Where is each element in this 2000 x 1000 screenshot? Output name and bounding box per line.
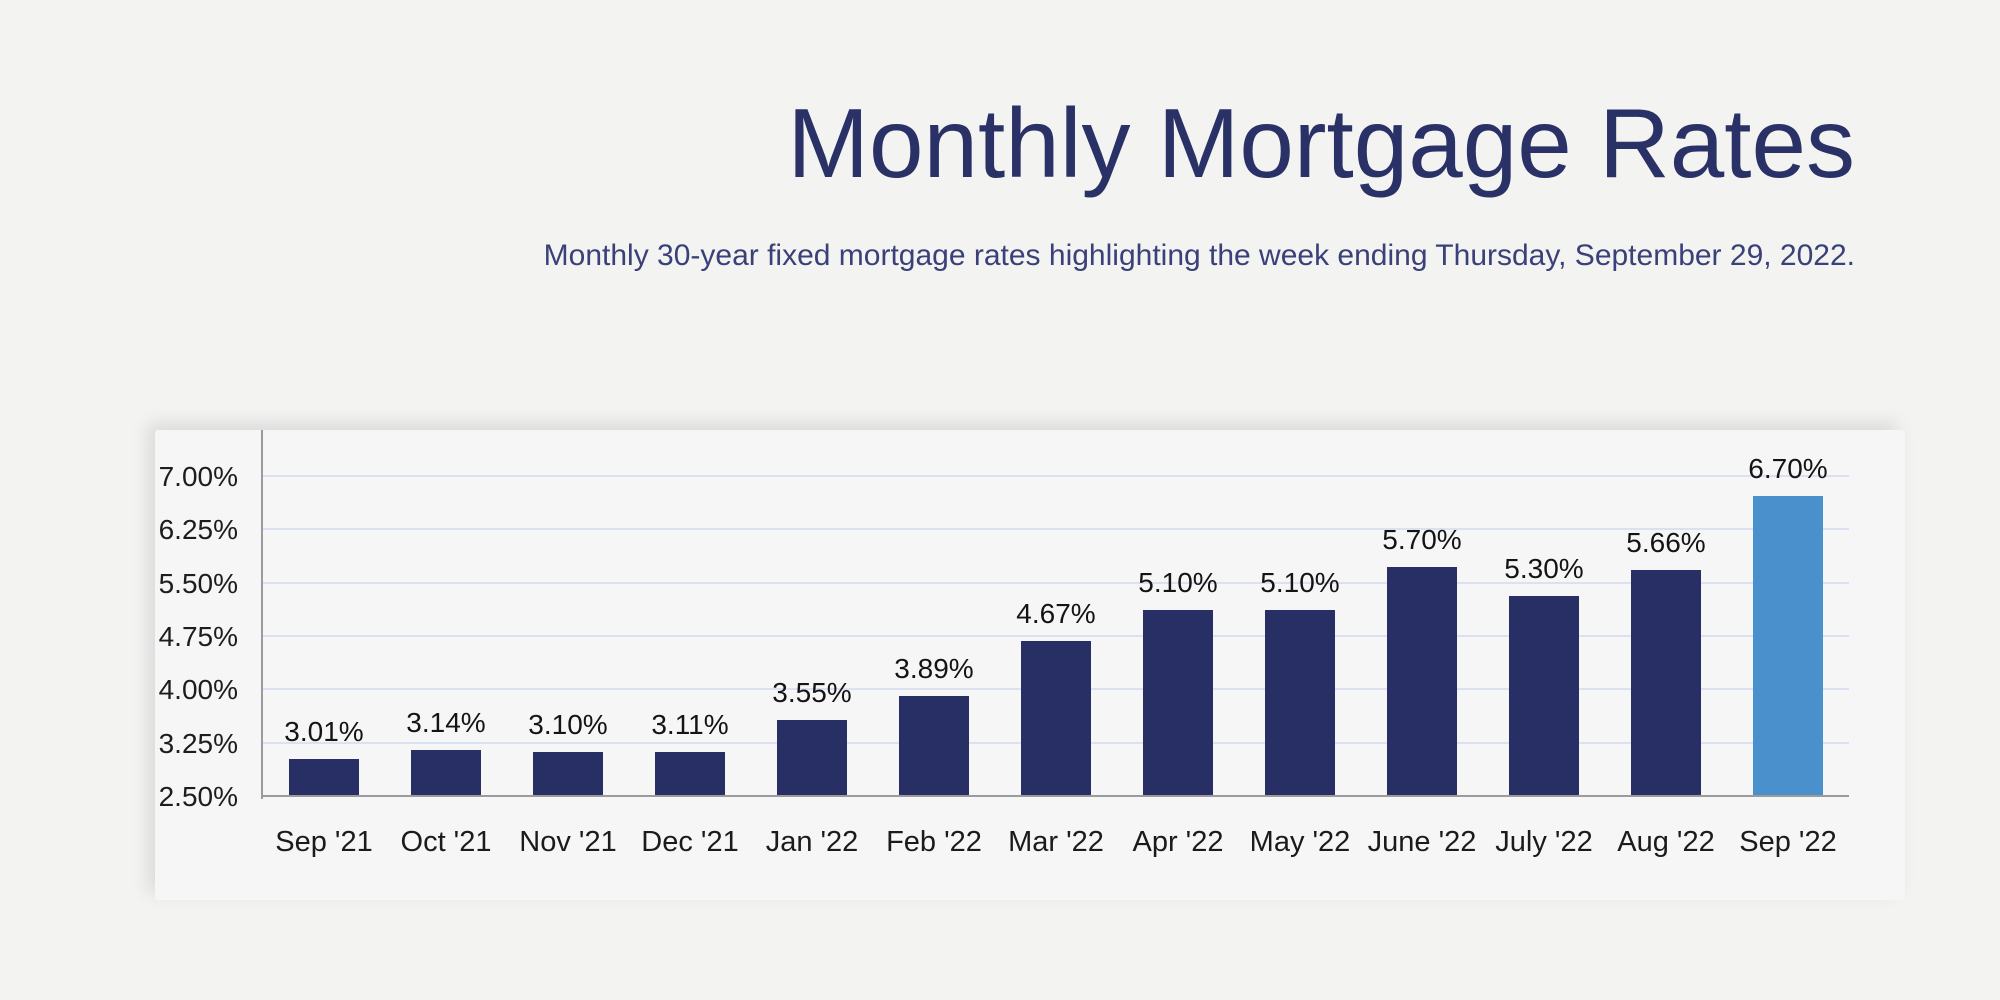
value-label-mar-22: 4.67% [1016, 597, 1096, 629]
y-tick-label-2.5: 2.50% [158, 781, 238, 812]
value-label-oct-21: 3.14% [406, 706, 486, 738]
y-tick-label-4.75: 4.75% [158, 621, 238, 652]
bar-july-22 [1509, 595, 1579, 795]
bar-slot-sep-21: 3.01% [263, 430, 385, 797]
y-tick-label-4: 4.00% [158, 674, 238, 706]
x-axis-label-nov-21: Nov '21 [519, 826, 617, 858]
x-axis-label-oct-21: Oct '21 [400, 826, 492, 858]
bar-dec-21 [655, 751, 725, 795]
value-label-apr-22: 5.10% [1138, 567, 1218, 599]
bar-may-22 [1265, 610, 1335, 795]
bar-nov-21 [533, 752, 603, 795]
bar-chart-plot: 2.50% 3.25% 4.00% 4.75% 5.50% 6.25% 7.00% 3.01… [159, 430, 1849, 858]
x-axis-line [263, 795, 1849, 797]
bar-slot-july-22: 5.30% [1483, 430, 1605, 797]
bar-aug-22 [1631, 570, 1701, 795]
bar-slot-jan-22: 3.55% [751, 430, 873, 797]
value-label-july-22: 5.30% [1504, 552, 1584, 584]
bar-slot-june-22: 5.70% [1361, 430, 1483, 797]
bar-slot-nov-21: 3.10% [507, 430, 629, 797]
y-tick-label-7: 7.00% [158, 461, 238, 492]
value-label-nov-21: 3.10% [528, 709, 608, 741]
y-tick-label-3.25: 3.25% [158, 727, 238, 759]
bar-slot-apr-22: 5.10% [1117, 430, 1239, 797]
bar-oct-21 [411, 749, 481, 795]
bar-slot-oct-21: 3.14% [385, 430, 507, 797]
bar-slot-dec-21: 3.11% [629, 430, 751, 797]
gridline-5.5 [263, 581, 1849, 584]
value-label-jan-22: 3.55% [772, 677, 852, 709]
x-axis-label-apr-22: Apr '22 [1132, 826, 1224, 858]
value-label-sep-21: 3.01% [284, 715, 364, 747]
bar-june-22 [1387, 567, 1457, 795]
x-axis-label-feb-22: Feb '22 [886, 826, 982, 858]
x-axis-label-sep-21: Sep '21 [275, 826, 373, 858]
bar-mar-22 [1021, 640, 1091, 795]
value-label-sep-22: 6.70% [1748, 453, 1828, 485]
x-axis-label-aug-22: Aug '22 [1617, 826, 1715, 858]
bar-slot-feb-22: 3.89% [873, 430, 995, 797]
x-axis-label-mar-22: Mar '22 [1008, 826, 1104, 858]
bar-apr-22 [1143, 610, 1213, 795]
value-label-feb-22: 3.89% [894, 653, 974, 685]
bar-slot-aug-22: 5.66% [1605, 430, 1727, 797]
bar-slot-may-22: 5.10% [1239, 430, 1361, 797]
page-title: Monthly Mortgage Rates [787, 88, 1855, 198]
gridline-6.25 [263, 528, 1849, 531]
gridline-4.75 [263, 635, 1849, 638]
x-axis-label-sep-22: Sep '22 [1739, 826, 1837, 858]
value-label-may-22: 5.10% [1260, 567, 1340, 599]
y-tick-label-5.5: 5.50% [158, 567, 238, 599]
x-axis-label-may-22: May '22 [1249, 826, 1351, 858]
value-label-dec-21: 3.11% [651, 708, 729, 740]
x-axis-label-june-22: June '22 [1367, 826, 1477, 858]
x-axis-label-jan-22: Jan '22 [765, 826, 859, 858]
bar-jan-22 [777, 720, 847, 795]
bar-slot-mar-22: 4.67% [995, 430, 1117, 797]
value-label-june-22: 5.70% [1382, 524, 1462, 556]
x-axis-label-dec-21: Dec '21 [641, 826, 739, 858]
bar-feb-22 [899, 696, 969, 795]
gridline-7 [263, 475, 1849, 478]
bar-slot-sep-22: 6.70% [1727, 430, 1849, 797]
x-axis-label-july-22: July '22 [1495, 826, 1593, 858]
bar-sep-22 [1753, 496, 1823, 795]
y-axis-line [261, 430, 263, 799]
page-subtitle: Monthly 30-year fixed mortgage rates hig… [543, 239, 1855, 272]
bar-sep-21 [289, 758, 359, 795]
y-tick-label-6.25: 6.25% [158, 514, 238, 546]
value-label-aug-22: 5.66% [1626, 527, 1706, 559]
